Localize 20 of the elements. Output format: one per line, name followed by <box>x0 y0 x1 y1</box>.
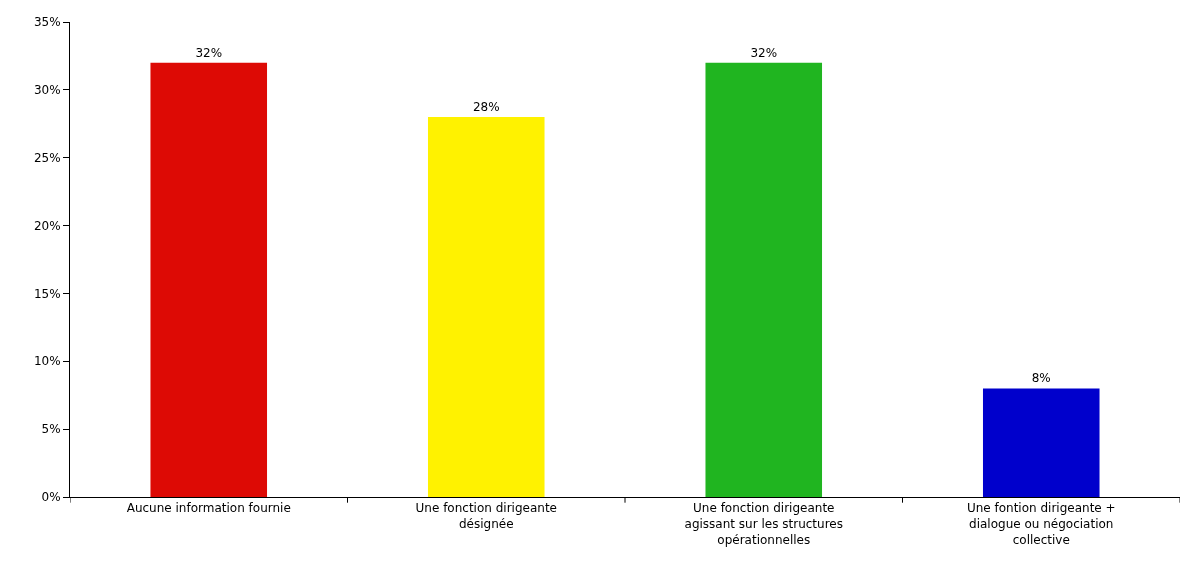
y-tick-label: 25% <box>33 150 61 165</box>
data-label: 8% <box>1031 371 1051 386</box>
x-tick-label: Une fonction dirigeante désignée <box>415 501 557 531</box>
y-tick-label: 15% <box>33 286 61 301</box>
x-tick-label: Une fontion dirigeante + dialogue ou négociation collective <box>966 501 1116 547</box>
data-label: 32% <box>195 45 223 60</box>
y-tick-label: 30% <box>33 83 61 98</box>
y-tick-label: 10% <box>33 354 61 369</box>
x-tick-label: Une fonction dirigeante agissant sur les structures opérationnelles <box>684 501 843 547</box>
y-tick-label: 20% <box>33 218 61 233</box>
y-tick-label: 5% <box>41 422 61 437</box>
bar <box>150 62 268 497</box>
data-label: 32% <box>750 45 778 60</box>
data-label: 28% <box>472 100 500 114</box>
y-tick-label: 0% <box>41 490 61 505</box>
bar <box>705 62 823 497</box>
x-tick-label: Aucune information fournie <box>126 501 291 516</box>
bar <box>982 388 1100 497</box>
bar <box>427 117 545 497</box>
y-tick-label: 35% <box>33 15 61 30</box>
